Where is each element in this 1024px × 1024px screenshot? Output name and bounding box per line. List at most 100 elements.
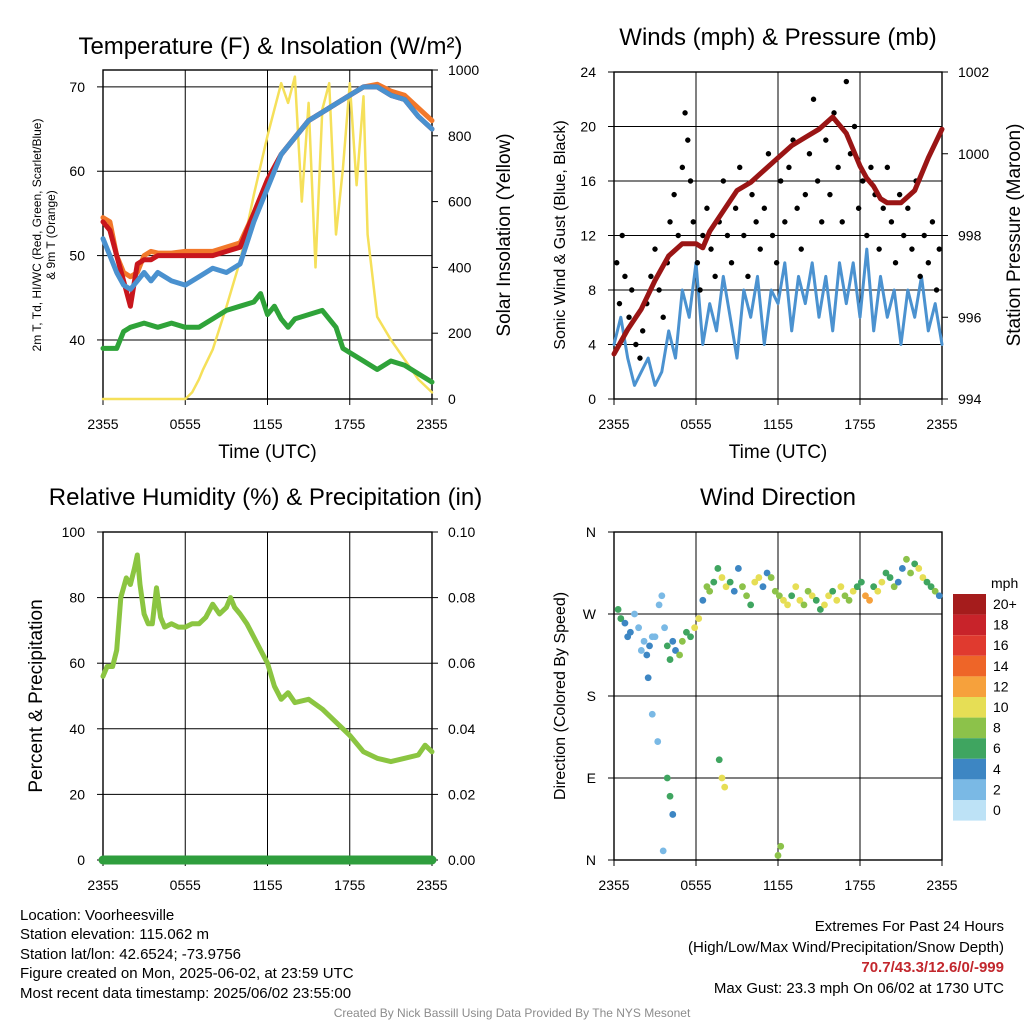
- direction-point: [804, 587, 812, 595]
- direction-point: [635, 624, 642, 632]
- series-heat_index-line: [100, 84, 435, 292]
- y-tick-label: 24: [580, 64, 596, 80]
- gust-point: [905, 205, 911, 211]
- plot-frame: [102, 69, 433, 400]
- direction-point: [808, 592, 816, 600]
- y2-tick-label: 1000: [958, 146, 989, 162]
- direction-point: [780, 596, 787, 604]
- y2-tick-label: 600: [448, 194, 472, 210]
- plot-frame: [613, 531, 943, 861]
- gust-point: [896, 191, 903, 198]
- direction-point: [691, 624, 699, 632]
- x-tick-label: 0555: [170, 877, 201, 893]
- direction-point: [919, 574, 927, 581]
- location-text: Location: Voorheesville: [20, 907, 175, 924]
- chart-title: Relative Humidity (%) & Precipitation (i…: [49, 484, 482, 511]
- direction-point: [699, 596, 707, 604]
- gust-point: [700, 232, 706, 239]
- x-axis-label: Time (UTC): [218, 442, 317, 463]
- x-tick-label: 2355: [598, 416, 629, 432]
- gust-point: [880, 205, 886, 211]
- y2-tick-label: 200: [448, 325, 472, 341]
- gust-point: [769, 232, 776, 239]
- gust-point: [732, 205, 739, 211]
- direction-point: [853, 583, 861, 591]
- series-dewpoint-line: [100, 291, 435, 385]
- gust-point: [671, 191, 677, 198]
- gust-point: [697, 287, 703, 293]
- y2-tick-label: 1002: [958, 64, 989, 80]
- y2-tick-label: 0.04: [448, 721, 475, 737]
- gust-point: [720, 178, 727, 184]
- direction-point: [825, 592, 832, 600]
- gust-point: [868, 164, 874, 171]
- y2-tick-label: 996: [958, 309, 982, 325]
- direction-point: [655, 601, 663, 609]
- series-pressure-line: [611, 114, 945, 357]
- gust-point: [694, 260, 701, 266]
- legend-swatch: [953, 779, 986, 800]
- gust-point: [675, 232, 681, 239]
- gust-point: [933, 287, 940, 293]
- direction-point: [687, 633, 694, 641]
- gust-point: [843, 78, 850, 85]
- y-axis-label: Sonic Wind & Gust (Blue, Black): [552, 120, 569, 349]
- direction-point: [870, 583, 878, 591]
- legend-label: 6: [993, 740, 1001, 756]
- legend-label: 8: [993, 720, 1001, 736]
- direction-point: [648, 710, 656, 718]
- y-tick-label: 50: [69, 248, 85, 264]
- x-tick-label: 2355: [598, 877, 629, 893]
- gust-point: [802, 191, 809, 198]
- direction-point: [771, 587, 779, 595]
- series-solar-line: [101, 75, 434, 401]
- direction-point: [903, 555, 910, 563]
- gust-point: [622, 273, 628, 280]
- gust-point: [892, 260, 899, 266]
- direction-point: [683, 628, 690, 636]
- gust-point: [682, 110, 688, 116]
- direction-point: [890, 583, 898, 591]
- direction-point: [714, 565, 722, 572]
- legend-label: 12: [993, 678, 1009, 694]
- y-tick-label: 80: [69, 590, 85, 606]
- direction-point: [644, 674, 652, 682]
- gust-point: [626, 314, 632, 320]
- gust-point: [753, 219, 759, 225]
- direction-point: [788, 592, 796, 600]
- gust-point: [936, 246, 942, 252]
- direction-point: [739, 583, 746, 591]
- x-tick-label: 2355: [926, 416, 957, 432]
- chart-title: Winds (mph) & Pressure (mb): [619, 24, 936, 51]
- direction-point: [915, 565, 923, 572]
- direction-point: [661, 624, 668, 632]
- gust-point: [737, 164, 743, 171]
- direction-point: [669, 637, 677, 645]
- legend-swatch: [953, 655, 986, 677]
- station-info: Location: Voorheesville Station elevatio…: [20, 906, 354, 1003]
- direction-point: [637, 647, 645, 654]
- gust-point: [652, 246, 658, 252]
- x-tick-label: 0555: [170, 416, 201, 432]
- direction-point: [812, 596, 820, 604]
- direction-point: [878, 578, 886, 586]
- legend-label: 4: [993, 761, 1001, 777]
- direction-point: [695, 615, 703, 622]
- elevation-text: Station elevation: 115.062 m: [20, 926, 210, 944]
- credit-text: Created By Nick Bassill Using Data Provi…: [333, 1006, 691, 1020]
- y2-tick-label: 0.06: [448, 655, 475, 671]
- legend-label: 20+: [993, 596, 1017, 612]
- y2-tick-label: 800: [448, 128, 472, 144]
- chart-title: Temperature (F) & Insolation (W/m²): [78, 33, 462, 60]
- gust-point: [741, 232, 747, 239]
- gust-point: [835, 164, 841, 171]
- direction-point: [763, 569, 771, 577]
- y-tick-label: 70: [69, 79, 85, 95]
- gust-point: [851, 123, 858, 130]
- gust-point: [633, 341, 639, 348]
- max-gust-text: Max Gust: 23.3 mph On 06/02 at 1730 UTC: [713, 979, 1004, 997]
- direction-point: [721, 783, 729, 791]
- direction-point: [614, 606, 622, 613]
- legend-label: 2: [993, 781, 1001, 797]
